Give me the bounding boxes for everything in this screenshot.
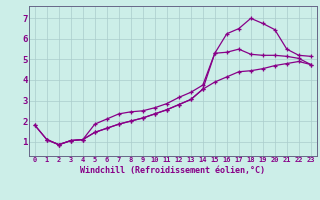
X-axis label: Windchill (Refroidissement éolien,°C): Windchill (Refroidissement éolien,°C): [80, 166, 265, 175]
